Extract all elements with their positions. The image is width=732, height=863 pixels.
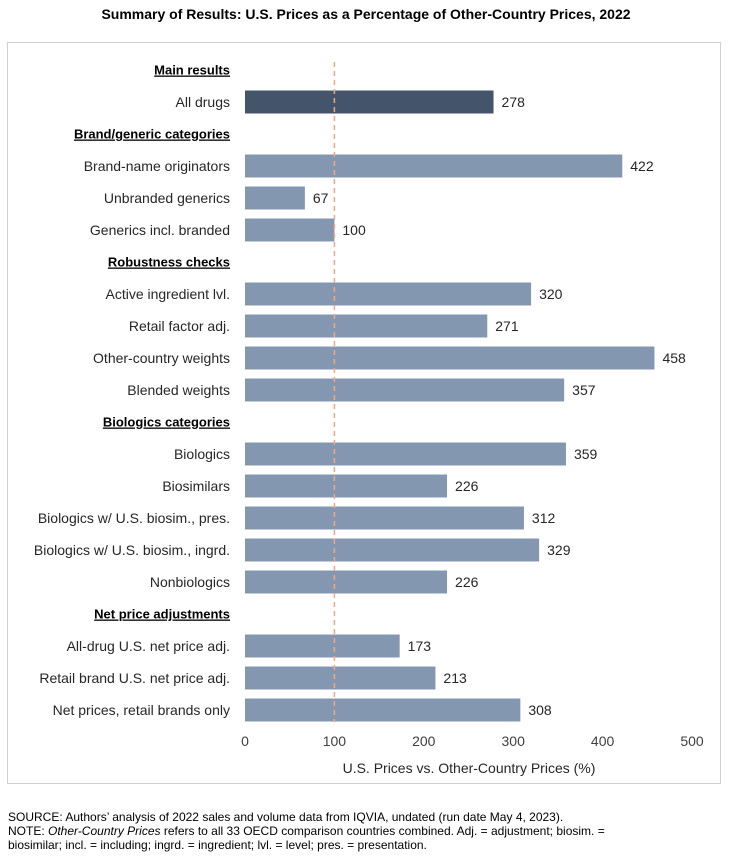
data-label: 226 <box>455 478 479 494</box>
data-label: 278 <box>502 94 526 110</box>
bar <box>245 90 494 114</box>
note-term: Other-Country Prices <box>48 824 161 838</box>
bar <box>245 282 532 306</box>
x-tick-label: 100 <box>323 733 347 749</box>
x-tick-label: 400 <box>591 733 615 749</box>
bar <box>245 506 524 530</box>
x-tick-label: 200 <box>412 733 436 749</box>
category-label: Biologics w/ U.S. biosim., ingrd. <box>34 542 230 558</box>
data-label: 100 <box>342 222 366 238</box>
x-axis-title: U.S. Prices vs. Other-Country Prices (%) <box>343 760 596 776</box>
note-prefix: NOTE: <box>8 824 49 838</box>
category-label: Retail factor adj. <box>129 318 230 334</box>
group-header: Biologics categories <box>103 415 230 430</box>
group-header: Main results <box>154 63 230 78</box>
bar <box>245 570 448 594</box>
bar <box>245 666 436 690</box>
chart-title: Summary of Results: U.S. Prices as a Per… <box>101 6 631 22</box>
group-header: Robustness checks <box>108 255 230 270</box>
category-label: Blended weights <box>127 382 230 398</box>
x-tick-label: 300 <box>502 733 526 749</box>
data-label: 357 <box>572 382 596 398</box>
category-label: Brand-name originators <box>84 158 230 174</box>
source-note: SOURCE: Authors’ analysis of 2022 sales … <box>8 810 564 824</box>
category-label: Other-country weights <box>93 350 230 366</box>
data-label: 67 <box>313 190 329 206</box>
chart-frame <box>7 42 721 784</box>
note-rest: refers to all 33 OECD comparison countri… <box>160 824 605 838</box>
data-label: 320 <box>539 286 563 302</box>
group-header: Brand/generic categories <box>74 127 230 142</box>
group-header: Net price adjustments <box>94 607 230 622</box>
category-label: All-drug U.S. net price adj. <box>67 638 230 654</box>
category-label: Biologics <box>174 446 230 462</box>
bar <box>245 634 400 658</box>
bar <box>245 186 305 210</box>
category-label: Active ingredient lvl. <box>105 286 230 302</box>
bar <box>245 314 488 338</box>
category-label: Unbranded generics <box>104 190 230 206</box>
data-label: 308 <box>528 702 552 718</box>
bar-chart: Main results All drugs 278 Brand/generic ca… <box>34 62 704 776</box>
data-label: 213 <box>443 670 467 686</box>
category-label: Biosimilars <box>162 478 230 494</box>
data-label: 226 <box>455 574 479 590</box>
category-label: Biologics w/ U.S. biosim., pres. <box>38 510 230 526</box>
category-label: Nonbiologics <box>150 574 230 590</box>
note-line-1: NOTE: Other-Country Prices refers to all… <box>8 824 724 838</box>
bar <box>245 474 448 498</box>
data-label: 312 <box>532 510 556 526</box>
data-label: 329 <box>547 542 571 558</box>
x-tick-label: 500 <box>680 733 704 749</box>
bar <box>245 378 565 402</box>
data-label: 173 <box>408 638 432 654</box>
bar <box>245 218 335 242</box>
bar <box>245 698 521 722</box>
data-label: 422 <box>630 158 654 174</box>
bar <box>245 538 540 562</box>
category-label: Generics incl. branded <box>90 222 230 238</box>
data-label: 359 <box>574 446 598 462</box>
category-label: Retail brand U.S. net price adj. <box>39 670 230 686</box>
bar <box>245 346 655 370</box>
category-label: All drugs <box>176 94 230 110</box>
footer: SOURCE: Authors’ analysis of 2022 sales … <box>8 810 724 852</box>
data-label: 271 <box>495 318 519 334</box>
bar <box>245 442 566 466</box>
data-label: 458 <box>662 350 686 366</box>
note-line-2: biosimilar; incl. = including; ingrd. = … <box>8 838 427 852</box>
bar <box>245 154 623 178</box>
x-tick-label: 0 <box>241 733 249 749</box>
category-label: Net prices, retail brands only <box>53 702 230 718</box>
